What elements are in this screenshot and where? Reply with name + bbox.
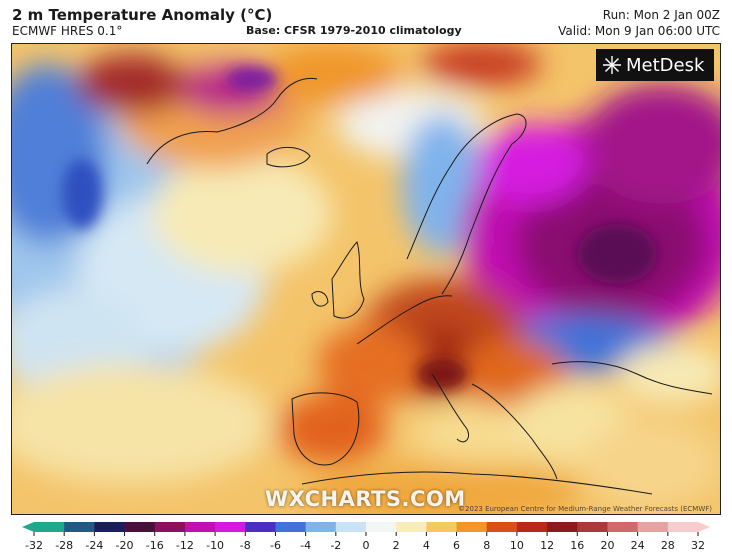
- colorbar-segment: [396, 522, 427, 532]
- chart-title: 2 m Temperature Anomaly (°C): [12, 6, 273, 24]
- colorbar-tick-label: -24: [85, 539, 103, 552]
- black-sea-coast: [551, 361, 713, 395]
- colorbar-tick-label: 10: [510, 539, 524, 552]
- colorbar-tick-label: 28: [661, 539, 675, 552]
- colorbar-segment: [637, 522, 669, 532]
- ecmwf-copyright: ©2023 European Centre for Medium-Range W…: [458, 505, 712, 513]
- colorbar-tick-label: 32: [691, 539, 705, 552]
- colorbar-tick-label: -28: [55, 539, 73, 552]
- iberia-coast: [291, 392, 360, 466]
- colorbar-tick-label: 4: [423, 539, 430, 552]
- colorbar-tick-label: -8: [240, 539, 251, 552]
- colorbar-tick-label: -10: [206, 539, 224, 552]
- colorbar-tick-label: -4: [300, 539, 311, 552]
- colorbar-segment: [516, 522, 548, 532]
- north-sea-coast: [356, 295, 453, 345]
- metdesk-brand-name: MetDesk: [626, 54, 705, 76]
- climatology-base-label: Base: CFSR 1979-2010 climatology: [246, 24, 462, 37]
- wxcharts-watermark: WXCHARTS.COM: [265, 487, 466, 511]
- colorbar-segment: [124, 522, 156, 532]
- colorbar-segment: [184, 522, 216, 532]
- model-label: ECMWF HRES 0.1°: [12, 24, 123, 38]
- north-africa-coast: [301, 471, 653, 495]
- colorbar-tick-label: -2: [330, 539, 341, 552]
- colorbar-arrow-right: [698, 522, 710, 532]
- britain-coast: [331, 241, 365, 319]
- run-time-label: Run: Mon 2 Jan 00Z: [602, 8, 720, 22]
- colorbar-tick-label: 0: [363, 539, 370, 552]
- coastlines: [146, 77, 713, 495]
- colorbar-tick-label: -20: [116, 539, 134, 552]
- metdesk-logo: MetDesk: [596, 49, 714, 81]
- colorbar-segment: [154, 522, 186, 532]
- colorbar-segment: [456, 522, 488, 532]
- iceland-coast: [266, 147, 311, 168]
- anomaly-map: MetDesk WXCHARTS.COM ©2023 European Cent…: [11, 43, 721, 515]
- colorbar-tick-label: 20: [600, 539, 614, 552]
- colorbar-tick-label: -32: [25, 539, 43, 552]
- valid-time-label: Valid: Mon 9 Jan 06:00 UTC: [558, 24, 720, 38]
- colorbar-segment: [577, 522, 608, 532]
- metdesk-logo-icon: [603, 56, 621, 74]
- colorbar-svg: -32 -28 -24 -20 -16 -12 -10 -8 -6 -4 -2 0 2 4 6 8 10 12 16…: [22, 522, 710, 552]
- colorbar-segment: [34, 522, 65, 532]
- colorbar-segment: [607, 522, 639, 532]
- colorbar-legend: -32 -28 -24 -20 -16 -12 -10 -8 -6 -4 -2 0 2 4 6 8 10 12 16…: [22, 520, 710, 556]
- colorbar-segment: [275, 522, 307, 532]
- colorbar-tick-label: 2: [393, 539, 400, 552]
- balkans-coast: [471, 383, 558, 480]
- colorbar-segment: [64, 522, 95, 532]
- colorbar-segment: [215, 522, 246, 532]
- chart-header: 2 m Temperature Anomaly (°C) ECMWF HRES …: [0, 0, 732, 44]
- colorbar-segment: [94, 522, 126, 532]
- colorbar-tick-label: 24: [631, 539, 645, 552]
- map-canvas: [12, 44, 720, 514]
- colorbar-tick-label: -6: [270, 539, 281, 552]
- ireland-coast: [311, 291, 329, 307]
- colorbar-segment: [667, 522, 699, 532]
- colorbar-segment: [366, 522, 397, 532]
- colorbar-segment: [426, 522, 458, 532]
- colorbar-tick-label: 16: [570, 539, 584, 552]
- colorbar-segment: [245, 522, 276, 532]
- colorbar-segment: [486, 522, 518, 532]
- colorbar-tick-label: -12: [176, 539, 194, 552]
- colorbar-arrow-left: [22, 522, 34, 532]
- colorbar-tick-label: 6: [453, 539, 460, 552]
- colorbar-tick-label: 8: [483, 539, 490, 552]
- colorbar-segment: [305, 522, 337, 532]
- anomaly-detail: [62, 67, 657, 389]
- colorbar-segment: [335, 522, 367, 532]
- greenland-coast: [146, 77, 318, 165]
- italy-coast: [431, 373, 470, 443]
- colorbar-segment: [547, 522, 578, 532]
- scandinavia-coast: [406, 113, 527, 295]
- colorbar-tick-label: -16: [146, 539, 164, 552]
- colorbar-tick-label: 12: [540, 539, 554, 552]
